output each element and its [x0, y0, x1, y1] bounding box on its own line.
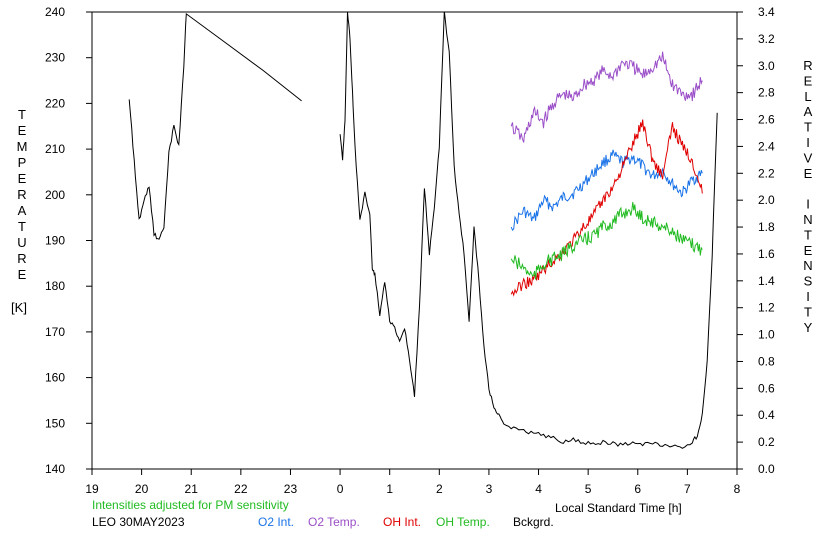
- y-right-label-letter: R: [803, 58, 812, 73]
- y-right-tick-label: 2.4: [758, 139, 775, 153]
- bckgrd-series-a: [128, 12, 302, 240]
- x-tick-label: 0: [337, 482, 344, 496]
- y-right-tick-label: 1.0: [758, 328, 775, 342]
- x-tick-label: 7: [684, 482, 691, 496]
- y-right-tick-label: 3.0: [758, 59, 775, 73]
- y-right-label-letter: I: [806, 135, 810, 150]
- y-left-tick-label: 240: [45, 5, 65, 19]
- y-right-tick-label: 2.0: [758, 193, 775, 207]
- y-left-unit: [K]: [11, 300, 27, 315]
- y-left-tick-label: 190: [45, 234, 65, 248]
- x-tick-label: 8: [734, 482, 741, 496]
- o2-int-series: [510, 149, 703, 231]
- y-left-label-letter: R: [17, 251, 26, 266]
- series-layer: [128, 12, 718, 449]
- text-layer: Intensities adjusted for PM sensitivity …: [11, 58, 813, 529]
- y-right-label-letter: N: [803, 212, 812, 227]
- y-left-tick-label: 150: [45, 416, 65, 430]
- y-right-label-letter: I: [806, 197, 810, 212]
- y-left-label-letter: R: [17, 187, 26, 202]
- x-tick-label: 22: [234, 482, 248, 496]
- legend-oh-int: OH Int.: [383, 515, 421, 529]
- y-right-label-letter: Y: [804, 320, 813, 335]
- y-right-tick-label: 2.8: [758, 86, 775, 100]
- y-right-tick-label: 3.4: [758, 5, 775, 19]
- x-tick-label: 5: [585, 482, 592, 496]
- y-left-tick-label: 180: [45, 279, 65, 293]
- y-right-tick-label: 1.4: [758, 274, 775, 288]
- y-left-tick-label: 170: [45, 325, 65, 339]
- x-tick-label: 4: [535, 482, 542, 496]
- note-text: Intensities adjusted for PM sensitivity: [92, 498, 289, 512]
- y-right-tick-label: 2.2: [758, 166, 775, 180]
- footer-text: LEO 30MAY2023: [92, 515, 185, 529]
- y-right-label-letter: S: [804, 274, 813, 289]
- y-left-tick-label: 160: [45, 371, 65, 385]
- x-tick-label: 20: [135, 482, 149, 496]
- y-right-tick-label: 3.2: [758, 32, 775, 46]
- y-right-label-letter: T: [804, 304, 812, 319]
- y-left-label-letter: T: [18, 219, 26, 234]
- y-left-label-letter: E: [18, 123, 27, 138]
- x-tick-label: 2: [436, 482, 443, 496]
- legend-o2-int: O2 Int.: [258, 515, 294, 529]
- y-right-label-letter: I: [806, 289, 810, 304]
- y-left-tick-label: 220: [45, 96, 65, 110]
- x-tick-label: 21: [185, 482, 199, 496]
- x-tick-label: 6: [634, 482, 641, 496]
- y-left-label-letter: A: [18, 203, 27, 218]
- y-right-label-letter: V: [804, 150, 813, 165]
- y-right-tick-label: 1.2: [758, 301, 775, 315]
- oh-temp-series: [510, 202, 703, 280]
- axes-layer: 19 20 21 22 23 0 1 2 3 4 5 6 7 8140150160170180190200…: [45, 5, 775, 496]
- x-tick-label: 3: [486, 482, 493, 496]
- y-left-label-letter: E: [18, 171, 27, 186]
- y-right-label-letter: E: [804, 243, 813, 258]
- y-right-tick-label: 0.4: [758, 408, 775, 422]
- y-left-label-letter: M: [17, 139, 28, 154]
- x-axis-label: Local Standard Time [h]: [555, 501, 682, 515]
- y-right-label-letter: T: [804, 120, 812, 135]
- y-right-label-letter: A: [804, 104, 813, 119]
- legend-oh-temp: OH Temp.: [436, 515, 490, 529]
- y-right-label-letter: E: [804, 73, 813, 88]
- y-left-label-letter: E: [18, 267, 27, 282]
- y-right-tick-label: 1.6: [758, 247, 775, 261]
- oh-int-series: [510, 119, 703, 297]
- y-left-label-letter: U: [17, 235, 26, 250]
- y-right-tick-label: 0.2: [758, 435, 775, 449]
- x-tick-label: 23: [284, 482, 298, 496]
- y-right-label-letter: N: [803, 258, 812, 273]
- y-left-label-letter: P: [18, 155, 27, 170]
- legend-o2-temp: O2 Temp.: [308, 515, 360, 529]
- y-right-tick-label: 0.8: [758, 354, 775, 368]
- y-right-tick-label: 1.8: [758, 220, 775, 234]
- y-right-tick-label: 0.6: [758, 381, 775, 395]
- y-right-label-letter: E: [804, 166, 813, 181]
- y-left-tick-label: 200: [45, 188, 65, 202]
- o2-temp-series: [510, 51, 703, 143]
- y-left-tick-label: 140: [45, 462, 65, 476]
- y-left-label-letter: T: [18, 107, 26, 122]
- x-tick-label: 1: [386, 482, 393, 496]
- x-tick-label: 19: [85, 482, 99, 496]
- bckgrd-series-b: [339, 12, 718, 449]
- y-right-label-letter: T: [804, 227, 812, 242]
- y-left-tick-label: 230: [45, 51, 65, 65]
- y-right-tick-label: 0.0: [758, 462, 775, 476]
- y-right-tick-label: 2.6: [758, 113, 775, 127]
- y-left-tick-label: 210: [45, 142, 65, 156]
- y-right-label-letter: L: [804, 89, 811, 104]
- legend-bckgrd: Bckgrd.: [513, 515, 554, 529]
